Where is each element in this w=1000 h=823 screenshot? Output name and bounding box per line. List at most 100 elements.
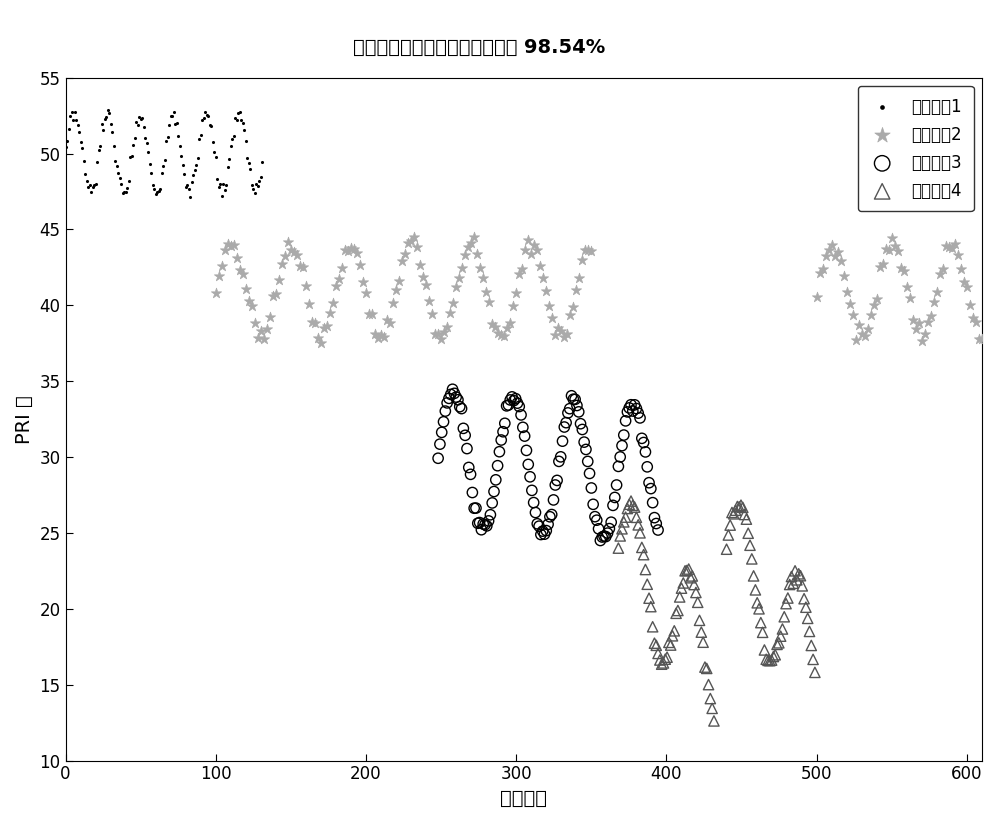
工作模式3	[560, 407, 576, 420]
工作模式1	[200, 109, 216, 123]
工作模式1	[62, 109, 78, 123]
工作模式1	[247, 186, 263, 199]
工作模式1	[106, 140, 122, 153]
工作模式3	[592, 534, 608, 547]
工作模式2	[214, 260, 230, 273]
工作模式4	[670, 604, 686, 617]
工作模式1	[179, 178, 195, 191]
工作模式2	[914, 334, 930, 347]
工作模式2	[307, 317, 323, 330]
工作模式3	[481, 514, 497, 528]
工作模式2	[403, 235, 419, 248]
工作模式4	[780, 592, 796, 605]
工作模式2	[508, 286, 524, 300]
工作模式3	[623, 398, 639, 412]
工作模式4	[628, 511, 644, 524]
工作模式2	[923, 310, 939, 323]
工作模式3	[650, 523, 666, 537]
工作模式2	[884, 231, 900, 244]
工作模式4	[692, 614, 708, 627]
工作模式2	[418, 278, 434, 291]
工作模式1	[101, 107, 117, 120]
Legend: 工作模式1, 工作模式2, 工作模式3, 工作模式4: 工作模式1, 工作模式2, 工作模式3, 工作模式4	[858, 86, 974, 212]
工作模式1	[185, 169, 201, 182]
工作模式1	[233, 113, 249, 126]
工作模式4	[756, 644, 772, 657]
工作模式1	[190, 151, 206, 165]
工作模式1	[224, 133, 240, 146]
工作模式4	[699, 662, 715, 675]
工作模式2	[322, 306, 338, 319]
工作模式1	[251, 174, 267, 188]
工作模式2	[926, 295, 942, 308]
工作模式4	[630, 518, 646, 532]
工作模式1	[97, 112, 113, 125]
工作模式1	[154, 167, 170, 180]
工作模式4	[673, 582, 689, 595]
工作模式2	[208, 286, 224, 300]
工作模式4	[661, 636, 677, 649]
工作模式2	[460, 240, 476, 253]
工作模式4	[803, 639, 819, 652]
工作模式2	[298, 279, 314, 292]
工作模式4	[686, 578, 702, 591]
工作模式1	[238, 135, 254, 148]
工作模式4	[614, 523, 630, 536]
工作模式1	[226, 130, 242, 143]
工作模式4	[733, 499, 749, 512]
工作模式4	[663, 639, 679, 652]
工作模式1	[89, 156, 105, 169]
工作模式2	[283, 243, 299, 256]
工作模式3	[457, 429, 473, 442]
工作模式1	[77, 167, 93, 180]
工作模式3	[459, 442, 475, 455]
工作模式4	[724, 506, 740, 519]
工作模式2	[848, 333, 864, 346]
工作模式2	[448, 280, 464, 293]
工作模式1	[103, 118, 119, 131]
工作模式1	[83, 185, 99, 198]
工作模式2	[229, 252, 245, 265]
工作模式2	[830, 246, 846, 259]
工作模式1	[221, 152, 237, 165]
工作模式2	[896, 264, 912, 277]
工作模式1	[245, 182, 261, 195]
工作模式4	[762, 654, 778, 667]
工作模式4	[751, 602, 767, 616]
工作模式2	[451, 272, 467, 285]
工作模式4	[625, 499, 641, 512]
工作模式2	[971, 332, 987, 345]
工作模式1	[214, 189, 230, 202]
工作模式1	[223, 140, 239, 153]
工作模式1	[113, 177, 129, 190]
工作模式1	[107, 155, 123, 168]
工作模式3	[434, 425, 450, 439]
工作模式2	[421, 295, 437, 308]
工作模式3	[621, 402, 637, 415]
工作模式4	[805, 653, 821, 666]
工作模式4	[637, 563, 653, 576]
工作模式1	[139, 137, 155, 150]
工作模式4	[706, 714, 722, 728]
工作模式1	[194, 114, 210, 127]
工作模式3	[619, 405, 635, 418]
工作模式3	[452, 400, 468, 413]
工作模式3	[443, 388, 459, 401]
工作模式1	[230, 106, 246, 119]
工作模式3	[518, 444, 534, 457]
工作模式2	[974, 332, 990, 346]
工作模式1	[166, 105, 182, 119]
工作模式2	[490, 326, 506, 339]
工作模式3	[545, 493, 561, 506]
工作模式1	[158, 134, 174, 147]
工作模式4	[641, 592, 657, 605]
工作模式3	[580, 455, 596, 468]
工作模式2	[226, 239, 242, 252]
工作模式4	[740, 527, 756, 540]
工作模式4	[785, 577, 801, 590]
工作模式4	[764, 653, 780, 667]
工作模式2	[280, 235, 296, 249]
工作模式2	[235, 267, 251, 281]
工作模式2	[875, 258, 891, 271]
工作模式2	[818, 249, 834, 263]
